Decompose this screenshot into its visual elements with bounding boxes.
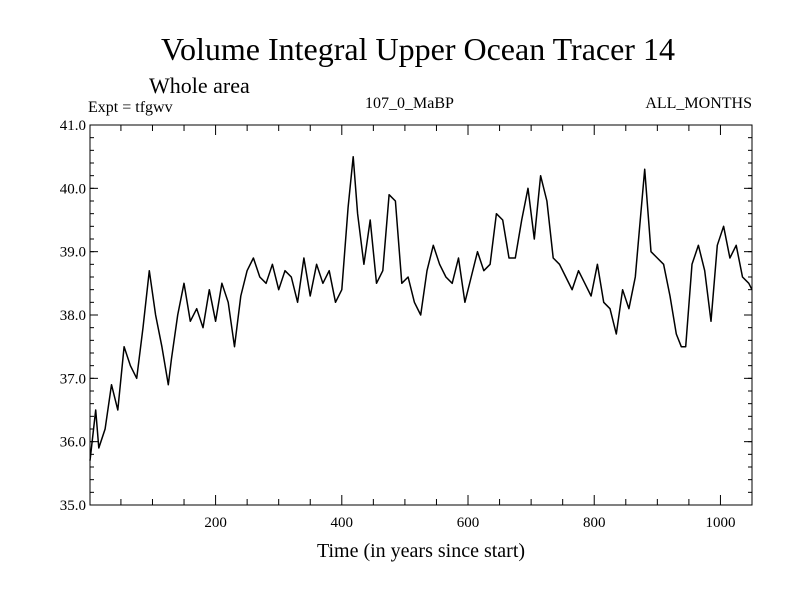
x-tick-label: 1000: [705, 515, 735, 531]
y-tick-label: 41.0: [60, 118, 86, 134]
y-tick-label: 39.0: [60, 245, 86, 261]
x-axis-label: Time (in years since start): [317, 540, 525, 562]
y-tick-label: 37.0: [60, 371, 86, 387]
series-line: [89, 155, 753, 461]
months-label: ALL_MONTHS: [645, 95, 752, 112]
expt-label: Expt = tfgwv: [88, 99, 173, 116]
x-tick-label: 200: [204, 515, 227, 531]
y-tick-label: 38.0: [60, 308, 86, 324]
x-tick-label: 600: [457, 515, 480, 531]
run-label: 107_0_MaBP: [365, 95, 454, 112]
series-group: [89, 155, 753, 461]
x-tick-label: 400: [331, 515, 354, 531]
y-tick-label: 40.0: [60, 181, 86, 197]
chart-title: Volume Integral Upper Ocean Tracer 14: [161, 31, 675, 67]
chart-subtitle: Whole area: [149, 73, 250, 98]
x-axis: 200 400 600 800 1000: [120, 125, 753, 531]
y-tick-label: 35.0: [60, 498, 86, 514]
y-axis: 35.0 36.0 37.0 38.0 39.0 40.0 41.0: [60, 118, 752, 514]
y-tick-label: 36.0: [60, 435, 86, 451]
x-tick-label: 800: [583, 515, 606, 531]
